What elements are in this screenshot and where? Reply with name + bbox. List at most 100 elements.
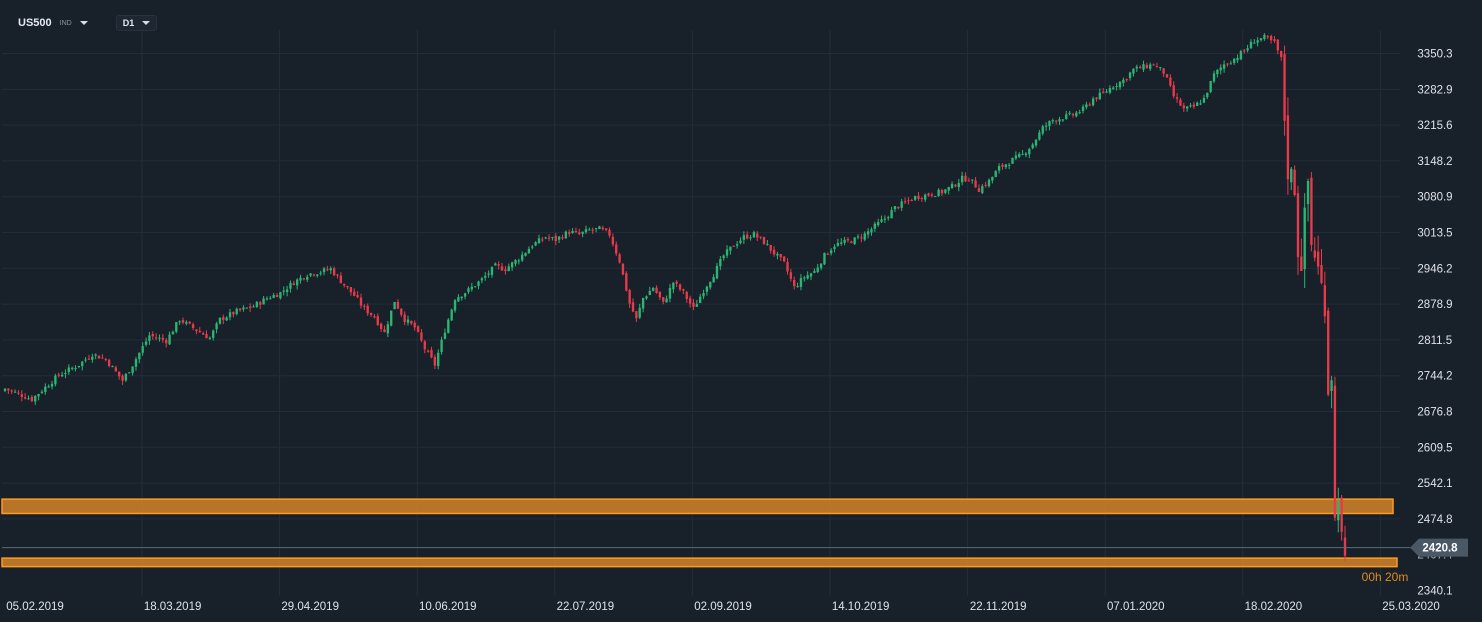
y-tick-label: 2609.5: [1417, 442, 1452, 454]
candle-body: [1333, 385, 1337, 518]
support-zone-1[interactable]: [1, 498, 1394, 515]
candle-body: [1145, 64, 1149, 69]
candle-body: [393, 302, 396, 310]
candle-body: [208, 337, 212, 339]
candle-body: [856, 236, 860, 238]
candle-body: [437, 352, 440, 367]
candle-body: [749, 237, 752, 239]
symbol-selector[interactable]: US500 IND: [12, 15, 94, 31]
candle-body: [1105, 91, 1108, 93]
candle-body: [574, 231, 578, 233]
candle-body: [91, 356, 94, 360]
candle-body: [433, 356, 437, 366]
candle-body: [628, 289, 631, 304]
candle-body: [215, 323, 218, 330]
candle-body: [1290, 168, 1293, 183]
candle-body: [319, 272, 322, 274]
candle-body: [1115, 85, 1118, 87]
candle-body: [134, 359, 138, 367]
candle-body: [1149, 64, 1152, 69]
candle-body: [40, 391, 44, 393]
candle-body: [222, 317, 225, 320]
candle-body: [779, 253, 782, 258]
candle-body: [789, 272, 793, 279]
candle-body: [141, 346, 144, 353]
candle-countdown: 00h 20m: [1362, 570, 1409, 584]
candle-body: [987, 179, 991, 187]
candle-body: [809, 273, 813, 277]
candle-body: [695, 304, 699, 307]
candle-body: [729, 246, 732, 251]
candle-body: [447, 319, 450, 333]
candle-body: [369, 312, 373, 316]
candle-body: [457, 297, 460, 302]
candle-body: [769, 244, 772, 251]
x-tick-label: 18.02.2020: [1245, 601, 1303, 613]
candle-body: [611, 236, 615, 245]
candle-body: [1061, 119, 1065, 121]
candle-body: [188, 321, 191, 324]
candle-body: [870, 229, 873, 233]
support-zones[interactable]: [1, 498, 1398, 568]
candle-body: [722, 255, 725, 259]
price-axis[interactable]: 3350.3 3282.9 3215.6 3148.2 3080.9 3013.5 2946…: [1417, 49, 1453, 598]
candle-body: [793, 279, 796, 287]
candle-body: [1236, 58, 1239, 61]
candle-body: [185, 321, 188, 324]
candle-body: [635, 311, 638, 319]
candle-body: [460, 296, 463, 299]
candle-body: [309, 273, 312, 276]
candle-body: [1125, 79, 1128, 81]
candle-body: [118, 371, 121, 377]
candle-body: [1055, 120, 1058, 122]
candle-body: [651, 288, 655, 291]
candle-body: [1229, 63, 1232, 65]
candle-body: [638, 307, 641, 318]
candle-body: [1185, 106, 1189, 109]
candle-body: [259, 302, 262, 305]
candle-body: [346, 286, 349, 288]
candle-body: [484, 275, 487, 278]
timeframe-selector[interactable]: D1: [115, 15, 158, 31]
candle-body: [487, 273, 490, 275]
candle-body: [1280, 51, 1283, 57]
candle-body: [692, 302, 695, 307]
candle-body: [957, 183, 960, 188]
candle-body: [732, 245, 735, 247]
candle-body: [776, 253, 779, 256]
candle-body: [1078, 112, 1081, 114]
candle-body: [937, 189, 940, 196]
time-axis[interactable]: 05.02.2019 18.03.2019 29.04.2019 10.06.2019…: [6, 601, 1440, 613]
candle-body: [1091, 98, 1095, 106]
candle-body: [833, 246, 836, 250]
candle-body: [265, 298, 269, 300]
candle-body: [1209, 81, 1212, 92]
candle-body: [655, 287, 658, 294]
candle-body: [1172, 85, 1175, 97]
candle-body: [1283, 53, 1286, 121]
candle-body: [521, 254, 524, 261]
candle-body: [977, 188, 981, 192]
candle-body: [1206, 92, 1209, 98]
candle-body: [557, 236, 561, 240]
support-zone-2[interactable]: [1, 557, 1398, 568]
candle-body: [443, 332, 447, 339]
y-tick-label: 3013.5: [1417, 228, 1452, 240]
candle-body: [1138, 66, 1142, 69]
candle-body: [860, 237, 863, 239]
candle-body: [829, 250, 833, 254]
candle-body: [500, 266, 504, 271]
candle-body: [262, 298, 265, 305]
candle-body: [144, 341, 148, 345]
candle-body: [67, 367, 70, 373]
candle-body: [1269, 35, 1273, 41]
candle-body: [154, 337, 158, 339]
candle-body: [322, 268, 326, 273]
candle-body: [30, 396, 34, 402]
candle-body: [967, 180, 971, 182]
last-price-tag-shape: [1410, 538, 1468, 557]
candle-body: [1273, 39, 1276, 41]
candle-body: [658, 291, 662, 298]
candle-body: [1276, 39, 1280, 51]
